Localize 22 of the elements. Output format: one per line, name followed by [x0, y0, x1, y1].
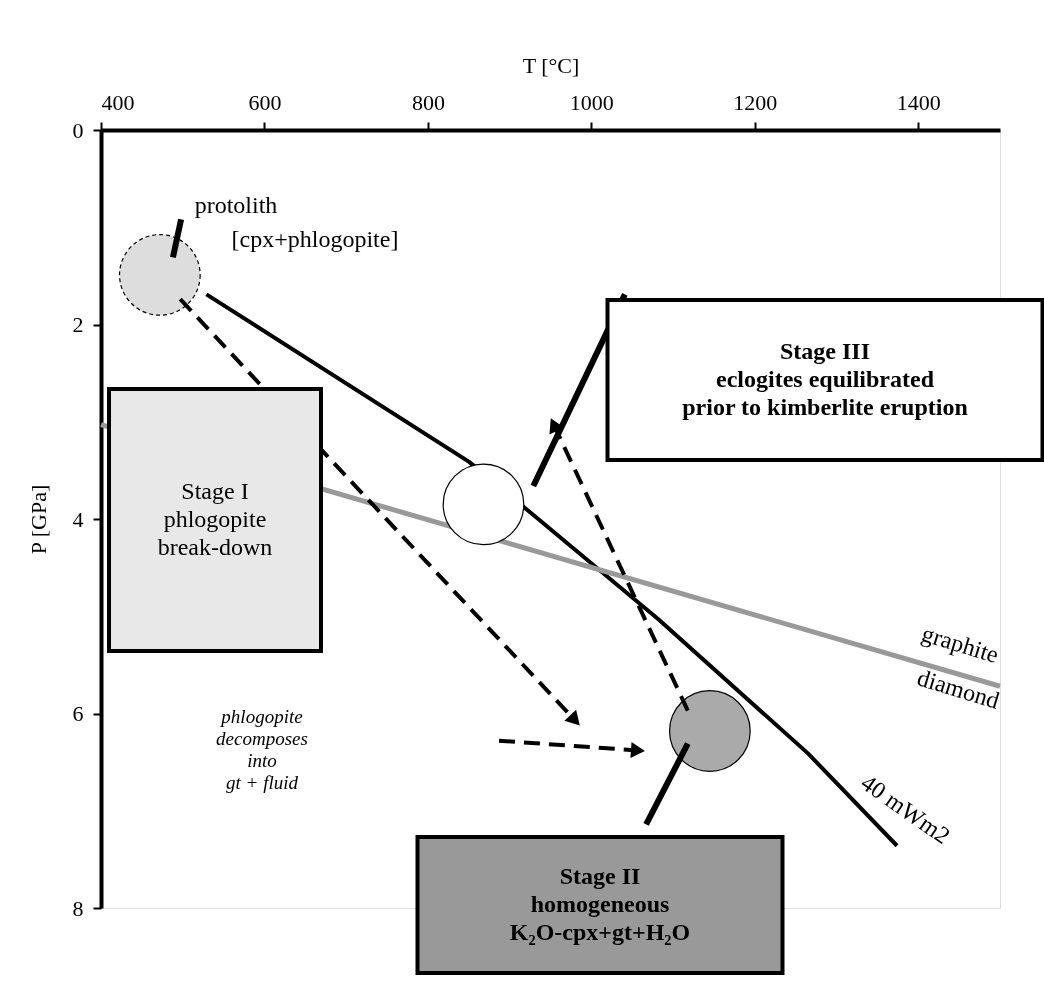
y-tick-label: 6 [72, 701, 84, 726]
annotation: Stage I phlogopite break-down [157, 478, 273, 560]
y-tick-label: 0 [72, 117, 84, 143]
y-tick-label: 2 [72, 312, 84, 337]
x-axis-title: T [°C] [522, 52, 580, 78]
x-tick-label: 800 [411, 89, 445, 115]
annotation: Stage II homogeneous K₂O-cpx+gt+H₂O [509, 863, 691, 945]
annotation: [cpx+phlogopite] [231, 226, 399, 252]
annotation: Stage III eclogites equilibrated prior to kimberlite eruption [682, 338, 968, 420]
annotation: protolith [194, 192, 278, 218]
y-axis-title: P [GPa] [25, 484, 51, 555]
x-tick-label: 1000 [569, 89, 614, 115]
y-tick-label: 8 [72, 895, 84, 921]
x-tick-label: 1400 [896, 89, 941, 115]
point [442, 463, 525, 546]
x-tick-label: 600 [248, 89, 282, 115]
x-tick-label: 1200 [733, 89, 778, 115]
point [668, 690, 751, 772]
annotation: phlogopite decomposes into gt + fluid [216, 706, 308, 793]
x-tick-label: 400 [101, 89, 135, 115]
point [118, 234, 201, 316]
y-tick-label: 4 [72, 506, 84, 532]
